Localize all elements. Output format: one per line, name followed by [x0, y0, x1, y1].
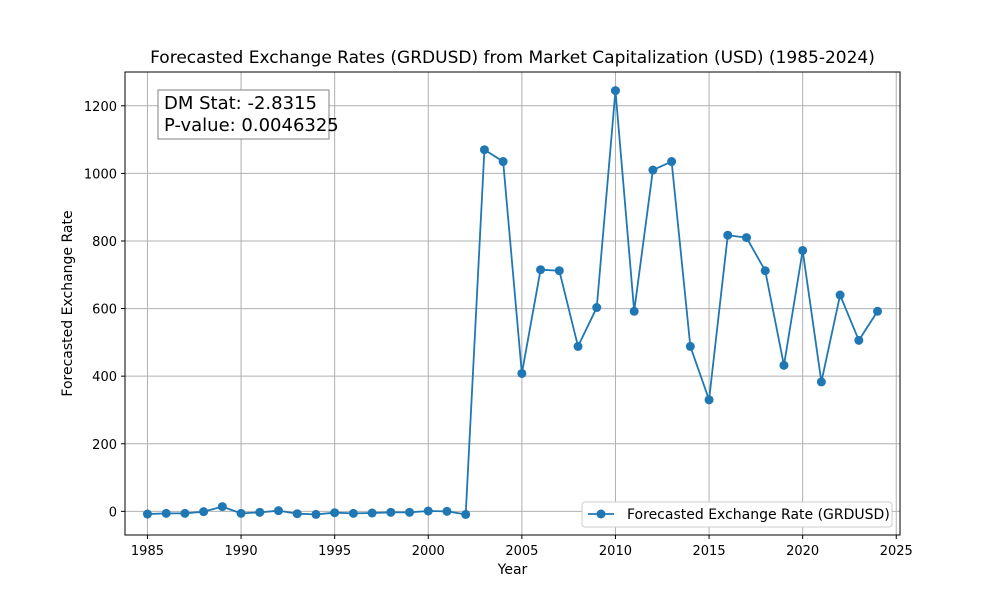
data-point: [461, 509, 471, 519]
x-tick-label: 2015: [693, 544, 726, 559]
data-point: [573, 341, 583, 351]
data-point: [292, 509, 302, 519]
data-point: [835, 290, 845, 300]
x-tick-label: 2010: [599, 544, 632, 559]
legend-frame: [581, 501, 893, 528]
data-point: [629, 306, 639, 316]
x-tick-label: 1990: [225, 544, 258, 559]
p-value-text: P-value: 0.0046325: [164, 115, 339, 136]
data-point: [760, 266, 770, 276]
ticks: 1985 1990 1995 2000 2005 2010 2015 2020 2025 0 200…: [84, 100, 913, 559]
y-tick-label: 600: [92, 303, 117, 318]
x-tick-label: 2025: [880, 544, 913, 559]
data-point: [536, 265, 546, 275]
series-layer: [142, 86, 883, 519]
data-point: [517, 368, 527, 378]
stat-annotation-frame: [157, 89, 330, 140]
data-point: [330, 508, 340, 518]
data-point: [217, 502, 227, 512]
data-point: [685, 341, 695, 351]
plot-frame: [124, 71, 901, 536]
data-point: [723, 230, 733, 240]
data-point: [180, 508, 190, 518]
data-point: [854, 335, 864, 345]
data-point: [255, 507, 265, 517]
data-point: [161, 508, 171, 518]
data-point: [554, 266, 564, 276]
series-line: [147, 89, 879, 516]
chart-title: Forecasted Exchange Rates (GRDUSD) from …: [150, 48, 875, 68]
data-point: [199, 507, 209, 517]
data-point: [816, 377, 826, 387]
data-point: [367, 508, 377, 518]
x-tick-label: 2000: [412, 544, 445, 559]
data-point: [667, 157, 677, 167]
data-point: [648, 165, 658, 175]
data-point: [741, 233, 751, 243]
legend: Forecasted Exchange Rate (GRDUSD): [581, 501, 893, 528]
data-point: [592, 303, 602, 313]
data-point: [442, 506, 452, 516]
x-tick-label: 1995: [318, 544, 351, 559]
data-point: [873, 306, 883, 316]
y-tick-label: 400: [92, 370, 117, 385]
data-point: [498, 157, 508, 167]
y-tick-label: 1200: [84, 100, 117, 115]
data-point: [798, 245, 808, 255]
data-point: [610, 86, 620, 96]
x-tick-label: 1985: [131, 544, 164, 559]
y-tick-label: 0: [109, 505, 117, 520]
y-tick-label: 1000: [84, 167, 117, 182]
x-tick-label: 2005: [505, 544, 538, 559]
data-point: [142, 509, 152, 519]
data-point: [704, 395, 714, 405]
data-point: [348, 508, 358, 518]
y-axis-label: Forecasted Exchange Rate: [60, 210, 76, 396]
x-axis-label: Year: [497, 562, 528, 578]
data-point: [423, 506, 433, 516]
dm-stat-text: DM Stat: -2.8315: [164, 93, 317, 114]
data-point: [236, 508, 246, 518]
data-point: [479, 145, 489, 155]
x-tick-label: 2020: [786, 544, 819, 559]
y-tick-label: 200: [92, 438, 117, 453]
stat-annotation-box: DM Stat: -2.8315 P-value: 0.0046325: [157, 89, 339, 140]
data-point: [405, 507, 415, 517]
data-point: [311, 509, 321, 519]
legend-label: Forecasted Exchange Rate (GRDUSD): [627, 507, 890, 523]
y-tick-label: 800: [92, 235, 117, 250]
data-point: [274, 506, 284, 516]
data-point: [779, 360, 789, 370]
legend-marker-icon: [596, 509, 606, 519]
data-point: [386, 507, 396, 517]
